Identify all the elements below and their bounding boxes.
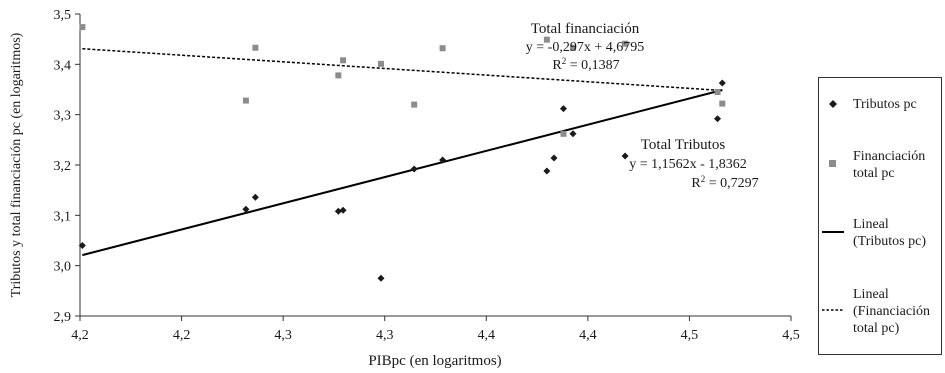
x-axis-label: PIBpc (en logaritmos): [368, 353, 501, 369]
annotation-financiacion-r2: R2 = 0,1387: [552, 56, 619, 73]
data-point-financiacion: [719, 100, 726, 107]
data-point-tributos: [78, 242, 86, 250]
legend-label-tributos: Tributos pc: [853, 97, 917, 112]
data-point-tributos: [714, 115, 722, 123]
y-tick-label: 3,2: [54, 159, 72, 174]
data-point-financiacion: [439, 45, 446, 52]
data-point-financiacion: [622, 40, 629, 47]
x-tick-label: 4,5: [782, 328, 800, 343]
y-tick-label: 3,5: [54, 8, 72, 23]
annotation-tributos-equation: y = 1,1562x - 1,8362: [629, 157, 747, 172]
data-point-tributos: [718, 79, 726, 87]
annotation-financiacion-title: Total financiación: [531, 21, 640, 37]
data-point-tributos: [410, 165, 418, 173]
data-point-financiacion: [543, 36, 550, 43]
data-point-tributos: [550, 154, 558, 162]
data-point-financiacion: [714, 89, 721, 96]
x-tick-label: 4,2: [71, 328, 89, 343]
data-point-tributos: [251, 193, 259, 201]
x-tick-label: 4,4: [478, 328, 496, 343]
x-tick-label: 4,3: [274, 328, 292, 343]
y-tick-label: 3,4: [54, 58, 72, 73]
data-point-tributos: [242, 205, 250, 213]
data-point-tributos: [334, 207, 342, 215]
data-point-tributos: [543, 167, 551, 175]
y-tick-label: 3,0: [54, 260, 72, 275]
legend-label-lineal-tributos: Lineal (Tributos pc): [853, 217, 926, 249]
data-point-financiacion: [569, 44, 576, 51]
data-point-tributos: [559, 105, 567, 113]
y-tick-label: 2,9: [54, 310, 72, 325]
data-points: [78, 24, 726, 282]
chart-legend: Tributos pc Financiación total pc Lineal(…: [818, 77, 942, 355]
x-tick-label: 4,5: [681, 328, 699, 343]
data-point-financiacion: [79, 24, 86, 31]
data-point-financiacion: [411, 101, 418, 108]
data-point-financiacion: [335, 72, 342, 79]
solid-line-icon: [822, 231, 844, 233]
x-tick-label: 4,2: [173, 328, 191, 343]
ticks: 4,2 4,2 4,3 4,3 4,4 4,4 4,5 4,5 2,9 3,0 3,1 3,2 3,3 3…: [54, 8, 800, 343]
annotation-tributos-title: Total Tributos: [641, 137, 726, 153]
data-point-tributos: [621, 152, 629, 160]
data-point-tributos: [377, 274, 385, 282]
legend-label-financiacion: Financiación total pc: [853, 149, 926, 181]
y-tick-label: 3,3: [54, 109, 72, 124]
data-point-financiacion: [340, 57, 347, 64]
x-tick-label: 4,3: [376, 328, 394, 343]
annotation-tributos: Total Tributos y = 1,1562x - 1,8362 R2 =…: [629, 137, 758, 191]
data-point-financiacion: [252, 44, 259, 51]
annotation-financiacion: Total financiación y = -0,297x + 4,6795 …: [526, 21, 644, 73]
diamond-marker-icon: [829, 100, 837, 108]
annotation-financiacion-equation: y = -0,297x + 4,6795: [526, 40, 644, 55]
data-point-financiacion: [377, 60, 384, 67]
trendline-financiacion: [82, 47, 723, 92]
legend-label-lineal-financiacion: Lineal (Financiación total pc): [853, 287, 930, 336]
data-point-tributos: [439, 156, 447, 164]
data-point-financiacion: [560, 130, 567, 137]
square-marker-icon: [829, 160, 836, 167]
dashed-line-icon: [822, 309, 844, 311]
trendline-tributos: [82, 89, 723, 257]
x-tick-label: 4,4: [579, 328, 597, 343]
y-tick-label: 3,1: [54, 209, 72, 224]
data-point-financiacion: [242, 97, 249, 104]
y-axis-label: Tributos y total financiación pc (en log…: [9, 32, 24, 297]
trendlines: [82, 47, 723, 257]
data-point-tributos: [569, 130, 577, 138]
annotation-tributos-r2: R2 = 0,7297: [691, 174, 758, 191]
data-point-tributos: [339, 206, 347, 214]
